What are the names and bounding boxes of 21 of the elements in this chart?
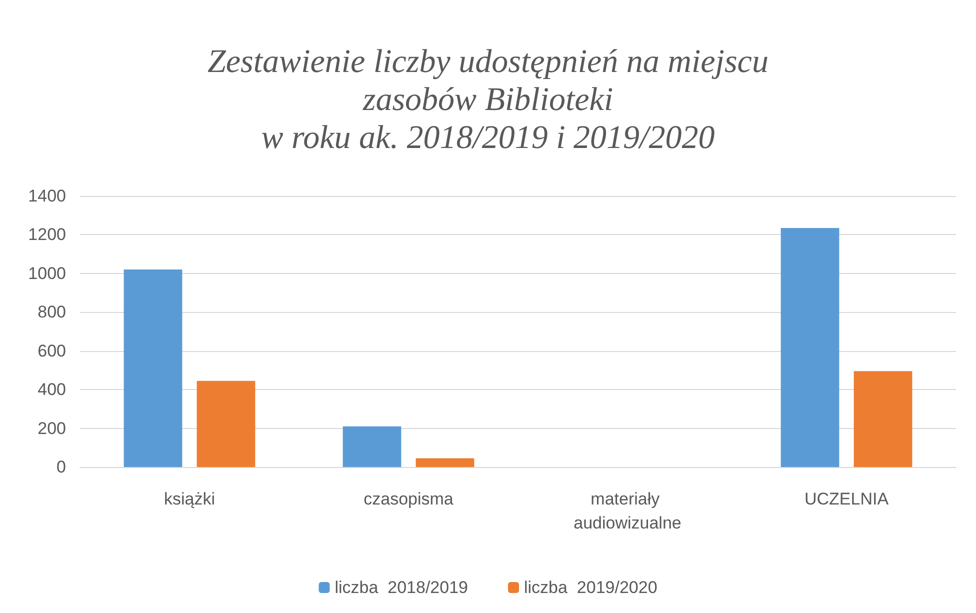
bar <box>854 371 912 467</box>
y-tick-label: 1400 <box>28 186 66 206</box>
bar <box>416 458 474 467</box>
legend-label: liczba 2019/2020 <box>524 578 658 597</box>
y-tick-label: 1200 <box>28 225 66 244</box>
y-tick-label: 800 <box>38 302 66 322</box>
bar <box>196 380 256 467</box>
bar <box>342 426 402 467</box>
x-tick-label: książki <box>164 490 216 508</box>
legend-label: liczba 2018/2019 <box>334 578 468 597</box>
y-tick-label: 0 <box>56 458 66 476</box>
bar <box>780 228 840 467</box>
bar <box>124 270 182 467</box>
y-tick-label: 400 <box>38 380 66 400</box>
x-tick-label: czasopisma <box>364 490 454 508</box>
x-tick-label: UCZELNIA <box>804 490 890 508</box>
y-tick-label: 200 <box>38 418 66 438</box>
y-tick-label: 600 <box>38 341 66 360</box>
y-tick-label: 1000 <box>28 264 66 283</box>
x-tick-label: materiały audiowizualne <box>574 490 682 532</box>
chart-title: Zestawienie liczby udostępnień na miejscu zasobów Biblioteki w roku ak. 2018/2019 i 2019/2020 <box>208 44 768 156</box>
